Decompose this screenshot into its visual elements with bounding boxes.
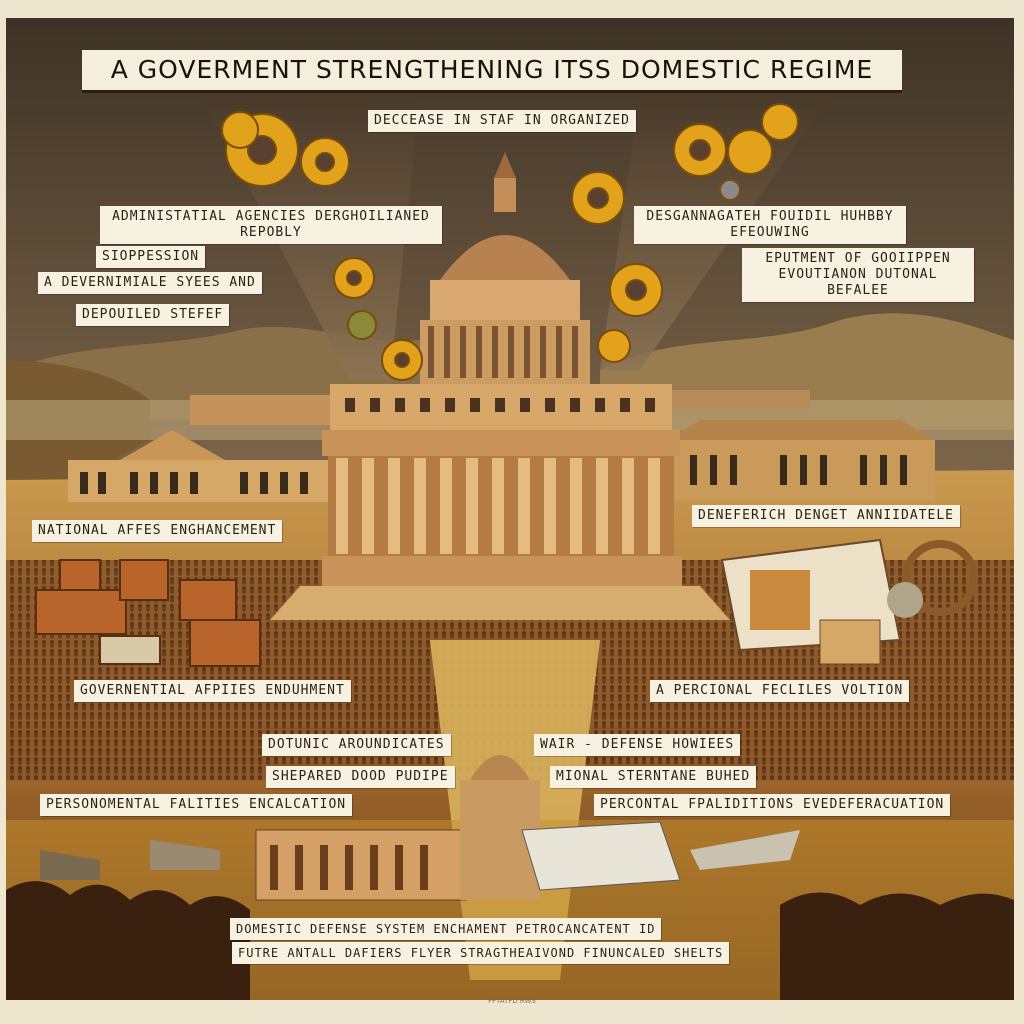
label-suppression: SIOPPESSION — [96, 246, 206, 268]
label-shepared: SHEPARED DOOD PUDIPE — [266, 766, 455, 788]
label-national: NATIONAL AFFES ENGHANCEMENT — [32, 520, 283, 542]
gears — [221, 103, 799, 381]
office-furniture — [35, 559, 261, 667]
label-governental: GOVERNENTIAL AFPIIES ENDUHMENT — [74, 680, 351, 702]
label-decrease: DECCEASE IN STAF IN ORGANIZED — [368, 110, 636, 132]
label-mional: MIONAL STERNTANE BUHED — [550, 766, 757, 788]
poster-title: A GOVERMENT STRENGTHENING ITSS DOMESTIC … — [82, 50, 902, 93]
archive-files — [720, 538, 978, 665]
poster-caption: FFTATFD RWS — [488, 997, 536, 1005]
label-wair: WAIR - DEFENSE HOWIEES — [534, 734, 741, 756]
label-depouiled: DEPOUILED STEFEF — [76, 304, 230, 326]
label-bottom-line1: DOMESTIC DEFENSE SYSTEM ENCHAMENT PETROC… — [230, 918, 662, 940]
label-devernmiale: A DEVERNIMIALE SYEES AND — [38, 272, 262, 294]
label-deneferich: DENEFERICH DENGET ANNIIDATELE — [692, 505, 960, 527]
label-admin: ADMINISTATIAL AGENCIES DERGHOILIANED REP… — [100, 206, 442, 244]
bottom-scene — [6, 755, 1014, 1000]
label-personal: A PERCIONAL FECLILES VOLTION — [650, 680, 910, 702]
label-percontal: PERCONTAL FPALIDITIONS EVEDEFERACUATION — [594, 794, 951, 816]
capitol-building — [270, 152, 730, 620]
label-desg: DESGANNAGATEH FOUIDIL HUHBBY EFEOUWING — [634, 206, 906, 244]
label-eputment: EPUTMENT OF GOOIIPPEN EVOUTIANON DUTONAL… — [742, 248, 974, 302]
label-bottom-line2: FUTRE ANTALL DAFIERS FLYER STRAGTHEAIVON… — [232, 942, 730, 964]
right-wing-building — [660, 390, 935, 500]
label-dotunic: DOTUNIC AROUNDICATES — [262, 734, 451, 756]
label-personomental: PERSONOMENTAL FALITIES ENCALCATION — [40, 794, 353, 816]
left-wing-building — [68, 395, 330, 502]
